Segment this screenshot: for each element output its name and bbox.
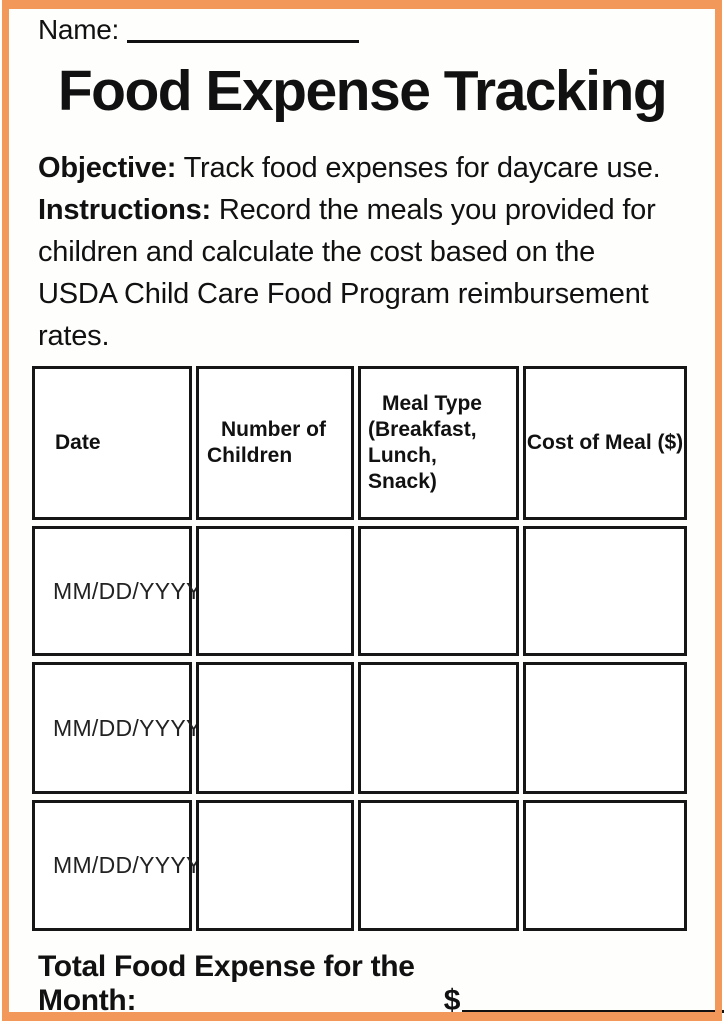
table-row-1-meal-type-cell[interactable]: [358, 526, 519, 656]
table-row-1-date-cell[interactable]: MM/DD/YYYY: [32, 526, 201, 656]
name-blank-line[interactable]: [126, 14, 359, 43]
table-row-3-meal-type-cell[interactable]: [358, 800, 519, 931]
column-header-number-of-children-label: Number of Children: [207, 418, 326, 467]
objective-text: Track food expenses for daycare use.: [183, 152, 661, 184]
column-header-meal-type: Meal Type (Breakfast, Lunch, Snack): [358, 366, 519, 520]
table-row-1-cost-of-meal-cell[interactable]: [523, 526, 687, 656]
table-row-2-meal-type-cell[interactable]: [358, 662, 519, 794]
objective-line: Objective: Track food expenses for dayca…: [38, 147, 690, 189]
column-header-date-label: Date: [55, 431, 101, 454]
page-title: Food Expense Tracking: [57, 59, 668, 123]
currency-symbol: $: [443, 984, 461, 1017]
table-row-2-date-cell[interactable]: MM/DD/YYYY: [32, 662, 201, 794]
expense-table: Date Number of Children Meal Type (Break…: [32, 366, 687, 931]
column-header-cost-of-meal-label: Cost of Meal ($): [526, 431, 684, 454]
objective-label: Objective:: [38, 152, 177, 184]
name-row: Name:: [38, 14, 359, 46]
name-label: Name:: [38, 14, 119, 45]
column-header-meal-type-label: Meal Type (Breakfast, Lunch, Snack): [368, 392, 482, 493]
table-row-3-number-of-children-cell[interactable]: [196, 800, 354, 931]
column-header-number-of-children: Number of Children: [196, 366, 354, 520]
intro-paragraph: Objective: Track food expenses for dayca…: [38, 147, 690, 357]
table-row-2-number-of-children-cell[interactable]: [196, 662, 354, 794]
total-label: Total Food Expense for the Month:: [38, 950, 415, 1017]
table-row-1-number-of-children-cell[interactable]: [196, 526, 354, 656]
instructions-block: Instructions: Record the meals you provi…: [38, 189, 690, 357]
total-blank-line[interactable]: [462, 984, 724, 1013]
total-row: Total Food Expense for the Month: $: [38, 950, 724, 1018]
instructions-text: Record the meals you provided for childr…: [38, 194, 656, 352]
column-header-cost-of-meal: Cost of Meal ($): [523, 366, 687, 520]
instructions-label: Instructions:: [38, 194, 212, 226]
table-row-3-cost-of-meal-cell[interactable]: [523, 800, 687, 931]
column-header-date: Date: [32, 366, 192, 520]
table-row-3-date-cell[interactable]: MM/DD/YYYY: [32, 800, 201, 931]
table-row-2-cost-of-meal-cell[interactable]: [523, 662, 687, 794]
